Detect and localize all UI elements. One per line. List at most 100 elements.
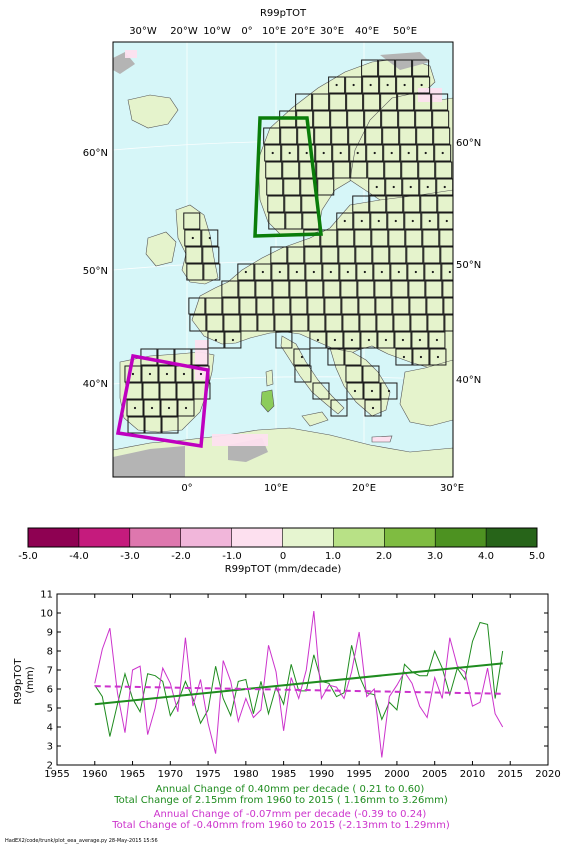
station-cell: [434, 144, 452, 162]
footer-script-path: HadEX2/code/trunk/plot_eea_average.py 28…: [5, 838, 158, 844]
station-cell: [426, 297, 444, 315]
annotation-magenta-total: Total Change of -0.40mm from 1960 to 201…: [111, 820, 450, 831]
significance-dot: [428, 219, 431, 223]
station-cell: [352, 195, 370, 213]
station-cell: [366, 144, 384, 162]
station-cell: [417, 144, 435, 162]
station-cell: [257, 314, 275, 332]
map-right-tick: 50°N: [456, 260, 481, 271]
station-cell: [263, 127, 281, 145]
plot-area: [56, 593, 549, 766]
station-cell: [274, 314, 292, 332]
station-cell: [315, 144, 333, 162]
y-tick-label: 10: [40, 609, 53, 620]
significance-dot: [418, 338, 422, 342]
significance-dot: [431, 270, 434, 274]
station-cell: [305, 263, 323, 281]
station-cell: [429, 348, 447, 366]
station-cell: [176, 382, 194, 400]
station-cell: [438, 212, 453, 230]
y-tick-label: 8: [47, 647, 53, 658]
station-cell: [403, 195, 421, 213]
station-cell: [189, 314, 207, 332]
map-bottom-tick: 0°: [181, 483, 192, 494]
station-cell: [413, 76, 431, 94]
station-cell: [307, 297, 325, 315]
station-cell: [221, 280, 239, 298]
y-tick-label: 11: [40, 590, 53, 601]
significance-dot: [350, 338, 354, 342]
x-tick-label: 1975: [195, 769, 220, 780]
colorbar-tick: 0: [280, 551, 286, 562]
station-cell: [423, 246, 441, 264]
station-cell: [422, 229, 440, 247]
station-cell: [265, 161, 283, 179]
map-top-tick: 30°W: [129, 26, 157, 37]
map-bottom-tick: 30°E: [440, 483, 464, 494]
significance-dot: [441, 151, 444, 155]
significance-dot: [420, 83, 423, 87]
station-cell: [370, 212, 388, 230]
station-cell: [346, 93, 364, 111]
station-cell: [158, 365, 176, 383]
significance-dot: [386, 83, 389, 87]
colorbar-cells: [28, 528, 538, 547]
station-cell: [369, 195, 387, 213]
station-cell: [442, 280, 453, 298]
colorbar-label: R99pTOT (mm/decade): [225, 564, 342, 575]
colorbar-tick: -3.0: [120, 551, 140, 562]
significance-dot: [312, 270, 315, 274]
station-cell: [191, 348, 209, 366]
station-cell: [282, 161, 300, 179]
significance-dot: [353, 389, 357, 393]
significance-dot: [339, 151, 342, 155]
station-cell: [402, 178, 420, 196]
colorbar-cell: [180, 528, 232, 547]
station-cell: [392, 297, 410, 315]
station-cell: [275, 331, 293, 349]
station-cell: [414, 93, 432, 111]
station-cell: [202, 246, 220, 264]
trend-lines: [94, 662, 503, 706]
station-cell: [378, 59, 396, 77]
x-tick-label: 1965: [120, 769, 145, 780]
station-cell: [298, 144, 316, 162]
significance-dot: [371, 406, 375, 410]
corsica-land: [265, 369, 274, 387]
x-tick-label: 2020: [535, 769, 560, 780]
station-cell: [380, 382, 398, 400]
station-cell: [126, 399, 144, 417]
colorbar-tick: -4.0: [69, 551, 89, 562]
significance-dot: [305, 151, 308, 155]
series-line-magenta: [94, 611, 504, 758]
station-cell: [177, 399, 195, 417]
station-cell: [303, 229, 321, 247]
station-cell: [407, 263, 425, 281]
station-cell: [405, 229, 423, 247]
station-cell: [346, 382, 364, 400]
significance-dot: [288, 151, 291, 155]
station-cell: [332, 144, 350, 162]
significance-dot: [363, 270, 366, 274]
station-cell: [386, 195, 404, 213]
significance-dot: [231, 338, 235, 342]
significance-dot: [199, 372, 203, 376]
colorbar-tick: 5.0: [529, 551, 545, 562]
station-cell: [400, 144, 418, 162]
station-cell: [322, 263, 340, 281]
station-cell: [435, 161, 453, 179]
station-cell: [280, 127, 298, 145]
y-tick-label: 6: [47, 685, 53, 696]
station-cell: [381, 110, 399, 128]
station-cell: [341, 297, 359, 315]
significance-dot: [184, 406, 188, 410]
station-cell: [350, 161, 368, 179]
station-cell: [343, 331, 361, 349]
station-cell: [329, 93, 347, 111]
map-bottom-tick: 10°E: [264, 483, 288, 494]
significance-dot: [387, 389, 391, 393]
station-cell: [420, 195, 438, 213]
x-tick-label: 1970: [158, 769, 183, 780]
significance-dot: [377, 219, 380, 223]
y-tick-label: 7: [47, 666, 53, 677]
